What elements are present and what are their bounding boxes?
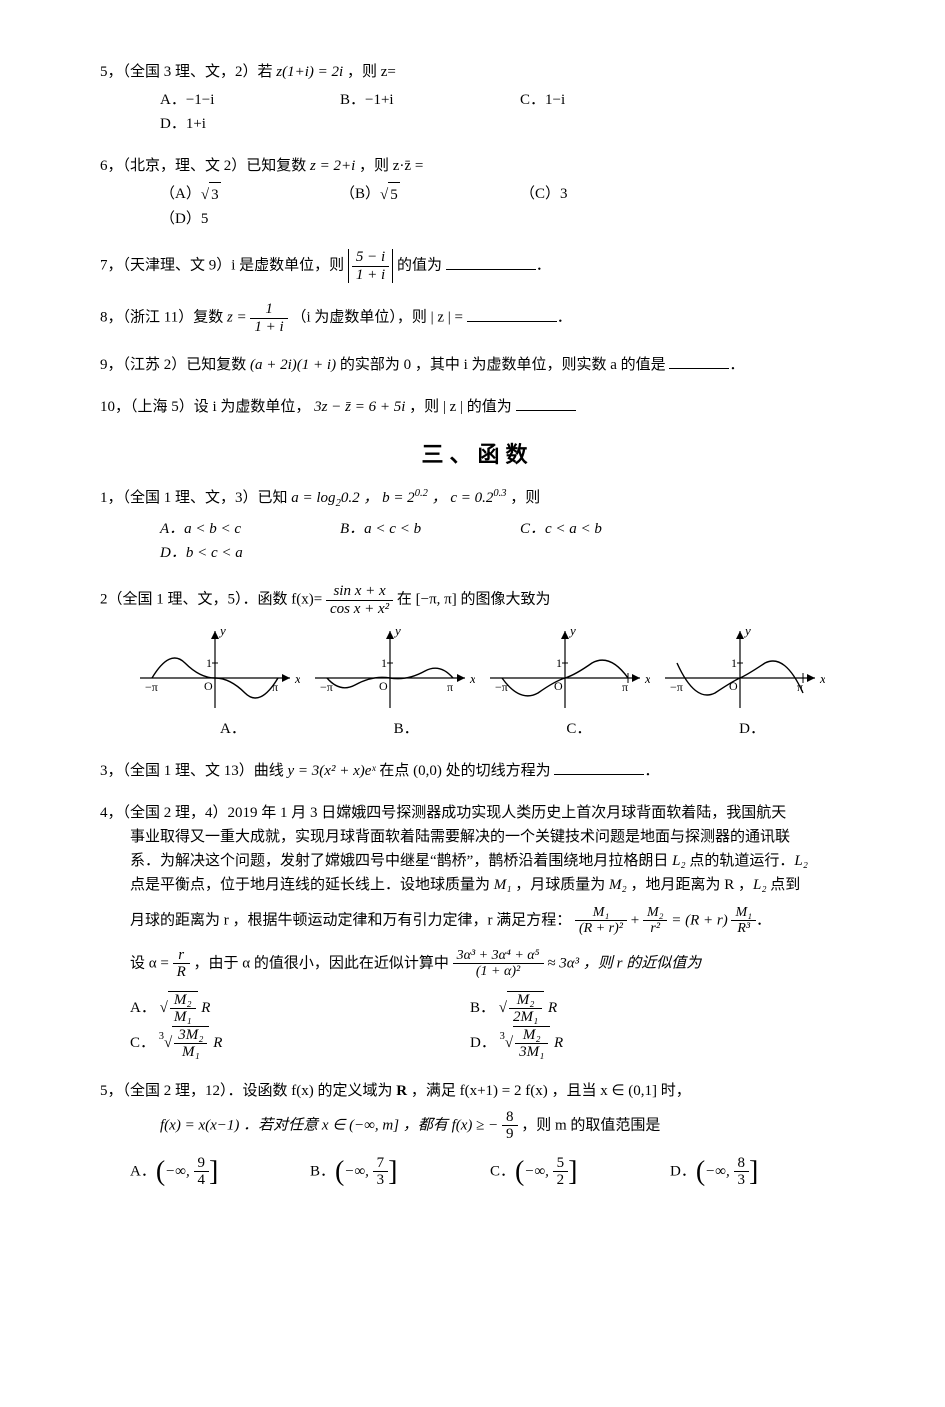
- graph-labels: A． B． C． D．: [220, 717, 765, 741]
- q5-tail: ，则 z=: [347, 64, 396, 80]
- svg-text:O: O: [204, 679, 213, 693]
- graph-b: x y O 1 −π π: [305, 623, 475, 713]
- graph-label-b: B．: [394, 717, 419, 741]
- svg-text:x: x: [644, 671, 650, 686]
- svg-text:y: y: [743, 623, 751, 638]
- question-6: 6，（北京，理、文 2）已知复数 z = 2+i ，则 z·z̄ = （A）3 …: [100, 154, 855, 231]
- q6-opt-d: （D）5: [160, 207, 340, 231]
- q5-opt-d: D．1+i: [160, 112, 340, 136]
- q9-mid: 的实部为 0 ，其中 i 为虚数单位，则实数 a 的值是: [340, 357, 666, 373]
- s3q3-blank: [554, 759, 644, 775]
- q6-math: z = 2+i: [310, 158, 355, 174]
- q7-tail: 的值为: [397, 258, 442, 274]
- q6-tail: ，则 z·z̄ =: [359, 158, 423, 174]
- q10-math: 3z − z̄ = 6 + 5i: [314, 399, 405, 415]
- s3q5-options: A．(−∞, 94] B．(−∞, 73] C．(−∞, 52] D．(−∞, …: [130, 1155, 855, 1189]
- svg-text:x: x: [469, 671, 475, 686]
- question-5: 5，（全国 3 理、文，2）若 z(1+i) = 2i ，则 z= A．−1−i…: [100, 60, 855, 136]
- q10-blank: [516, 395, 576, 411]
- graph-d: x y O 1 −π π: [655, 623, 825, 713]
- graph-row: x y O 1 −π π x y O 1 −π π: [130, 623, 825, 713]
- q5-math: z(1+i) = 2i: [276, 64, 343, 80]
- q6-opt-a: （A）3: [160, 182, 340, 207]
- s3-question-3: 3，（全国 1 理、文 13）曲线 y = 3(x² + x)eˣ 在点 (0,…: [100, 759, 855, 783]
- s3-question-1: 1，（全国 1 理、文，3）已知 a = log20.2 ， b = 20.2 …: [100, 486, 855, 565]
- q9-blank: [669, 353, 729, 369]
- question-7: 7，（天津理、文 9）i 是虚数单位，则 5 − i1 + i 的值为 ．: [100, 249, 855, 283]
- q7-blank: [446, 254, 536, 270]
- svg-text:y: y: [568, 623, 576, 638]
- q6-opt-c: （C）3: [520, 182, 700, 207]
- s3q5-opt-b: B．(−∞, 73]: [310, 1155, 490, 1189]
- q5-prefix: 5，（全国 3 理、文，2）若: [100, 64, 276, 80]
- q8-blank: [467, 306, 557, 322]
- section-3-title: 三、函数: [100, 437, 855, 472]
- s3q1-opt-c: C．c < a < b: [520, 517, 700, 541]
- q9-math: (a + 2i)(1 + i): [250, 357, 336, 373]
- question-10: 10，（上海 5）设 i 为虚数单位， 3z − z̄ = 6 + 5i ，则 …: [100, 395, 855, 419]
- graph-label-d: D．: [739, 717, 765, 741]
- svg-text:1: 1: [206, 656, 212, 670]
- s3q5-opt-a: A．(−∞, 94]: [130, 1155, 310, 1189]
- svg-text:x: x: [294, 671, 300, 686]
- graph-c: x y O 1 −π π: [480, 623, 650, 713]
- q8-mid: （i 为虚数单位），则 | z | =: [291, 310, 466, 326]
- svg-text:y: y: [393, 623, 401, 638]
- graph-label-a: A．: [220, 717, 246, 741]
- s3-question-2: 2（全国 1 理、文，5）．函数 f(x)= sin x + xcos x + …: [100, 583, 855, 741]
- svg-text:−π: −π: [145, 680, 158, 694]
- s3q4-opt-d: D． 3M₂3M₁ R: [470, 1026, 810, 1061]
- svg-text:−π: −π: [670, 680, 683, 694]
- q10-prefix: 10，（上海 5）设 i 为虚数单位，: [100, 399, 310, 415]
- s3q4-opt-a: A． M₂M₁ R: [130, 991, 470, 1026]
- q5-opt-b: B．−1+i: [340, 88, 520, 112]
- s3q4-opt-c: C． 33M₂M₁ R: [130, 1026, 470, 1061]
- q9-prefix: 9，（江苏 2）已知复数: [100, 357, 250, 373]
- s3q5-opt-d: D．(−∞, 83]: [670, 1155, 850, 1189]
- s3q5-opt-c: C．(−∞, 52]: [490, 1155, 670, 1189]
- q8-prefix: 8，（浙江 11）复数: [100, 310, 227, 326]
- q10-mid: ，则 | z | 的值为: [409, 399, 512, 415]
- s3q4-options: A． M₂M₁ R B． M₂2M₁ R C． 33M₂M₁ R D． 3M₂3…: [130, 991, 855, 1061]
- svg-text:1: 1: [556, 656, 562, 670]
- q6-prefix: 6，（北京，理、文 2）已知复数: [100, 158, 310, 174]
- svg-text:π: π: [622, 680, 628, 694]
- s3q1-options: A．a < b < c B．a < c < b C．c < a < b D．b …: [160, 517, 855, 565]
- q7-prefix: 7，（天津理、文 9）i 是虚数单位，则: [100, 258, 348, 274]
- q5-options: A．−1−i B．−1+i C．1−i D．1+i: [160, 88, 855, 136]
- s3-question-5: 5，（全国 2 理，12）．设函数 f(x) 的定义域为 R ，满足 f(x+1…: [100, 1079, 855, 1189]
- svg-text:1: 1: [381, 656, 387, 670]
- q5-opt-c: C．1−i: [520, 88, 700, 112]
- s3q1-opt-d: D．b < c < a: [160, 541, 340, 565]
- graph-label-c: C．: [566, 717, 591, 741]
- s3q1-opt-a: A．a < b < c: [160, 517, 340, 541]
- q7-abs: 5 − i1 + i: [348, 249, 393, 283]
- svg-text:1: 1: [731, 656, 737, 670]
- svg-text:π: π: [447, 680, 453, 694]
- svg-text:O: O: [379, 679, 388, 693]
- question-8: 8，（浙江 11）复数 z = 11 + i （i 为虚数单位），则 | z |…: [100, 301, 855, 335]
- q6-options: （A）3 （B）5 （C）3 （D）5: [160, 182, 855, 231]
- question-9: 9，（江苏 2）已知复数 (a + 2i)(1 + i) 的实部为 0 ，其中 …: [100, 353, 855, 377]
- svg-text:x: x: [819, 671, 825, 686]
- s3q4-opt-b: B． M₂2M₁ R: [470, 991, 810, 1026]
- svg-text:y: y: [218, 623, 226, 638]
- graph-a: x y O 1 −π π: [130, 623, 300, 713]
- s3-question-4: 4，（全国 2 理，4）2019 年 1 月 3 日嫦娥四号探测器成功实现人类历…: [100, 801, 855, 1061]
- q6-opt-b: （B）5: [340, 182, 520, 207]
- s3q1-opt-b: B．a < c < b: [340, 517, 520, 541]
- q5-opt-a: A．−1−i: [160, 88, 340, 112]
